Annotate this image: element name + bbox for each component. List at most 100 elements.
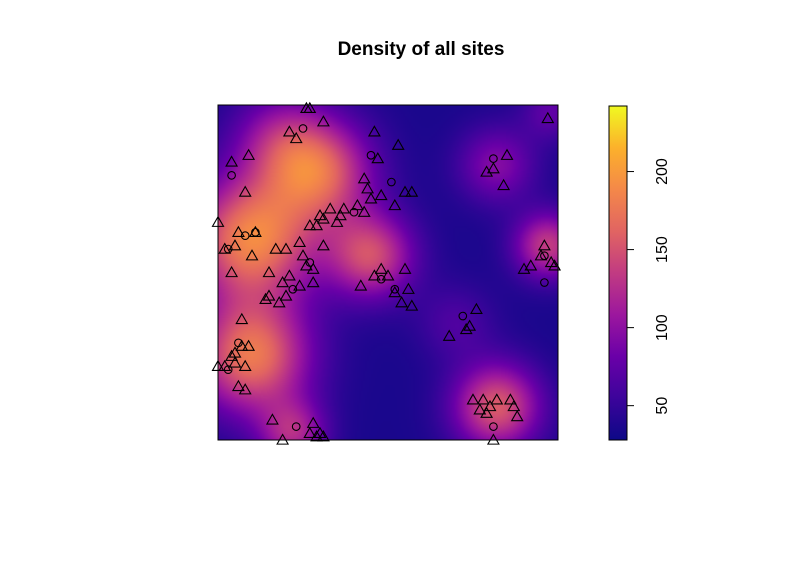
site-triangle-marker <box>228 356 242 368</box>
chart-title: Density of all sites <box>338 39 505 60</box>
site-triangle-marker <box>517 262 531 274</box>
site-triangle-marker <box>463 319 477 331</box>
site-triangle-marker <box>374 262 388 274</box>
site-triangle-marker <box>371 151 385 164</box>
site-triangle-marker <box>316 115 330 127</box>
site-triangle-marker <box>486 433 500 445</box>
site-triangle-marker <box>225 265 239 278</box>
colorbar-scale <box>608 105 628 441</box>
site-triangle-marker <box>391 138 405 150</box>
site-triangle-marker <box>398 185 412 197</box>
site-triangle-marker <box>218 242 232 254</box>
site-triangle-marker <box>242 148 256 160</box>
site-triangle-marker <box>259 292 273 304</box>
site-circle-marker <box>291 422 301 431</box>
site-triangle-marker <box>459 322 473 335</box>
site-triangle-marker <box>374 188 388 201</box>
site-triangle-marker <box>381 269 395 281</box>
site-triangle-marker <box>316 212 330 224</box>
colorbar-tick-label: 150 <box>654 236 671 263</box>
site-circle-marker <box>387 177 396 187</box>
site-triangle-marker <box>282 269 296 281</box>
site-triangle-marker <box>238 383 252 395</box>
site-triangle-marker <box>299 259 313 271</box>
site-triangle-marker <box>316 430 330 442</box>
site-triangle-marker <box>364 192 378 204</box>
site-triangle-marker <box>507 399 521 412</box>
site-triangle-marker <box>238 185 252 197</box>
site-circle-marker <box>349 207 359 217</box>
site-circle-marker <box>540 278 549 287</box>
site-circle-marker <box>234 338 243 348</box>
site-triangle-marker <box>503 393 517 405</box>
site-triangle-marker <box>537 239 551 251</box>
plot-frame <box>217 104 559 441</box>
site-circle-marker <box>223 244 233 254</box>
site-triangle-marker <box>269 242 283 254</box>
site-circle-marker <box>298 124 308 133</box>
site-triangle-marker <box>225 155 239 167</box>
site-triangle-marker <box>473 403 487 415</box>
colorbar: 50 100 150 200 <box>608 105 671 441</box>
site-triangle-marker <box>357 205 371 217</box>
site-triangle-marker <box>272 296 286 308</box>
site-triangle-marker <box>469 302 483 315</box>
site-triangle-marker <box>323 202 337 214</box>
site-circle-marker <box>489 422 498 431</box>
site-triangle-marker <box>524 259 538 271</box>
site-circle-marker <box>489 154 498 163</box>
site-triangle-marker <box>242 339 256 351</box>
site-triangle-marker <box>231 379 245 392</box>
site-triangle-marker <box>361 182 375 194</box>
site-triangle-marker <box>534 249 548 261</box>
site-markers <box>211 101 562 445</box>
site-triangle-marker <box>293 235 307 248</box>
site-triangle-marker <box>231 225 245 237</box>
site-triangle-marker <box>228 239 242 251</box>
site-triangle-marker <box>337 202 351 214</box>
density-raster <box>218 105 558 440</box>
site-triangle-marker <box>306 262 320 274</box>
site-circle-marker <box>305 258 315 267</box>
site-triangle-marker <box>276 433 290 445</box>
site-triangle-marker <box>388 198 402 211</box>
site-triangle-marker <box>313 208 327 221</box>
site-triangle-marker <box>476 393 490 405</box>
site-triangle-marker <box>510 409 524 422</box>
site-triangle-marker <box>333 208 347 221</box>
site-circle-marker <box>458 311 468 321</box>
site-triangle-marker <box>282 125 296 137</box>
site-triangle-marker <box>401 282 415 294</box>
site-triangle-marker <box>293 279 307 291</box>
site-circle-marker <box>540 251 549 261</box>
site-triangle-marker <box>548 259 562 271</box>
site-triangle-marker <box>490 393 504 405</box>
site-circle-marker <box>288 284 298 294</box>
site-triangle-marker <box>262 265 276 278</box>
site-circle-marker <box>240 231 250 240</box>
site-triangle-marker <box>316 239 330 251</box>
site-triangle-marker <box>497 178 511 191</box>
site-triangle-marker <box>466 393 480 405</box>
site-triangle-marker <box>245 249 259 261</box>
site-triangle-marker <box>265 413 279 425</box>
site-triangle-marker <box>279 242 293 254</box>
site-triangle-marker <box>238 359 252 371</box>
site-triangle-marker <box>303 426 317 438</box>
site-triangle-marker <box>486 162 500 174</box>
site-triangle-marker <box>235 312 249 325</box>
site-circle-marker <box>223 365 233 375</box>
colorbar-tick-label: 200 <box>654 158 671 185</box>
site-triangle-marker <box>483 399 497 412</box>
site-triangle-marker <box>306 275 320 288</box>
site-triangle-marker <box>405 185 419 197</box>
site-triangle-marker <box>225 349 239 361</box>
site-triangle-marker <box>541 111 555 124</box>
colorbar-tick-label: 50 <box>654 397 671 415</box>
site-triangle-marker <box>279 289 293 301</box>
site-triangle-marker <box>276 275 290 288</box>
density-heatmap <box>218 105 558 440</box>
site-triangle-marker <box>354 279 368 291</box>
site-circle-marker <box>227 171 236 180</box>
